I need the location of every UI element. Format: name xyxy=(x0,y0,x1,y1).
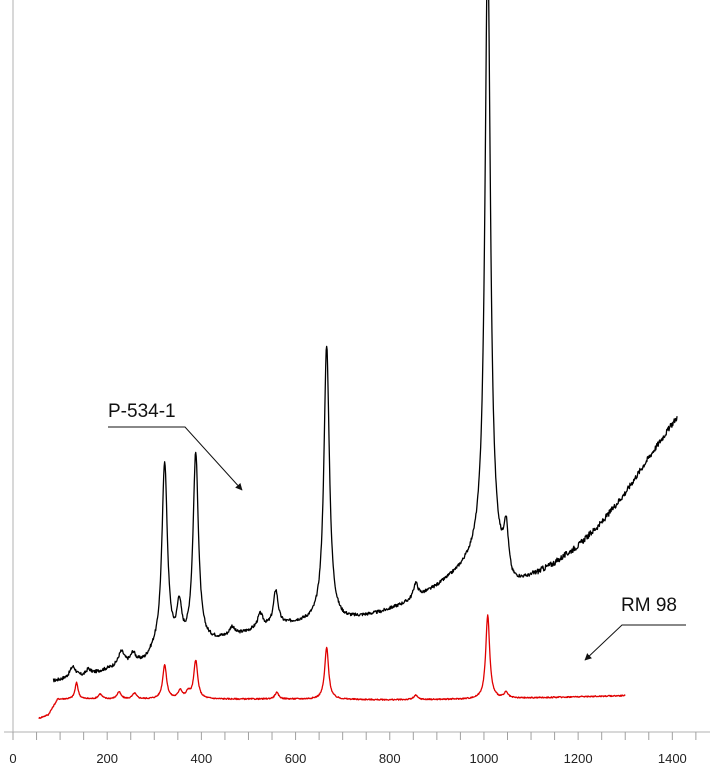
series-line-p-534-1 xyxy=(52,0,678,683)
x-tick-label: 400 xyxy=(191,751,213,766)
x-axis-tick-labels: 0 200 400 600 800 1000 1200 1400 xyxy=(9,751,686,766)
x-tick-label: 800 xyxy=(379,751,401,766)
plot-area: 0 200 400 600 800 1000 1200 1400 P-534-1 RM 98 xyxy=(4,0,710,766)
annotations: P-534-1 RM 98 xyxy=(108,401,686,661)
x-tick-label: 600 xyxy=(285,751,307,766)
x-tick-label: 1400 xyxy=(658,751,687,766)
series-line-rm-98 xyxy=(38,614,626,719)
x-tick-label: 200 xyxy=(96,751,118,766)
x-tick-label: 1200 xyxy=(564,751,593,766)
series-group xyxy=(38,0,678,719)
annotation-arrow-p-534-1 xyxy=(108,426,243,491)
annotation-label-p-534-1: P-534-1 xyxy=(108,401,176,422)
x-tick-label: 1000 xyxy=(469,751,498,766)
x-axis-ticks xyxy=(12,732,697,740)
x-tick-label: 0 xyxy=(9,751,16,766)
annotation-arrow-rm-98 xyxy=(584,624,686,661)
annotation-label-rm-98: RM 98 xyxy=(621,595,677,616)
